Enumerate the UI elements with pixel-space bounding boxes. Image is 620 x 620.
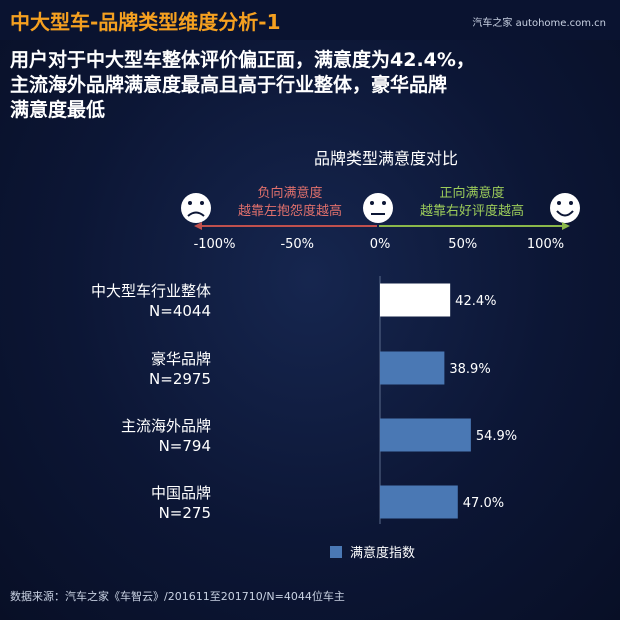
headline: 用户对于中大型车整体评价偏正面，满意度为42.4%， 主流海外品牌满意度最高且高… bbox=[10, 48, 610, 123]
negative-arrowhead bbox=[194, 222, 202, 230]
chart-title: 品牌类型满意度对比 bbox=[314, 149, 458, 168]
data-source-note: 数据来源：汽车之家《车智云》/201611至201710/N=4044位车主 bbox=[10, 590, 345, 603]
bar bbox=[380, 283, 451, 317]
bar-value-label: 47.0% bbox=[463, 496, 504, 511]
legend-swatch bbox=[330, 546, 342, 558]
bar-value-label: 38.9% bbox=[449, 362, 490, 377]
bar bbox=[380, 485, 458, 519]
axis-ticks: -100% -50% 0% 50% 100% bbox=[194, 237, 565, 252]
positive-arrowhead bbox=[562, 222, 570, 230]
tick-label: 50% bbox=[448, 237, 477, 252]
headline-line-2: 主流海外品牌满意度最高且高于行业整体，豪华品牌 bbox=[10, 74, 448, 96]
legend-label: 满意度指数 bbox=[350, 545, 415, 561]
negative-scale-label: 负向满意度 bbox=[257, 185, 322, 201]
category-sample-size: N=794 bbox=[159, 437, 211, 455]
category-sample-size: N=275 bbox=[159, 504, 211, 522]
headline-line-3: 满意度最低 bbox=[10, 99, 106, 121]
headline-line-1: 用户对于中大型车整体评价偏正面，满意度为42.4%， bbox=[10, 49, 475, 71]
bar bbox=[380, 351, 445, 385]
category-sample-size: N=2975 bbox=[149, 370, 211, 388]
page-title: 中大型车-品牌类型维度分析-1 bbox=[10, 10, 281, 34]
sad-face-icon bbox=[181, 193, 211, 223]
tick-label: 0% bbox=[370, 237, 391, 252]
negative-scale-sublabel: 越靠左抱怨度越高 bbox=[238, 203, 342, 219]
bar-value-label: 42.4% bbox=[455, 294, 496, 309]
bar bbox=[380, 418, 471, 452]
brand-logo-text: 汽车之家 autohome.com.cn bbox=[472, 18, 606, 29]
category-label: 豪华品牌 bbox=[151, 350, 211, 368]
tick-label: 100% bbox=[527, 237, 564, 252]
header-bar bbox=[0, 0, 620, 40]
category-sample-size: N=4044 bbox=[149, 302, 211, 320]
category-label: 主流海外品牌 bbox=[121, 417, 211, 435]
chart-rows: 中大型车行业整体 N=4044 42.4% 豪华品牌 N=2975 38.9% 主流海外品牌… bbox=[91, 282, 517, 522]
category-label: 中大型车行业整体 bbox=[91, 282, 211, 300]
positive-scale-sublabel: 越靠右好评度越高 bbox=[420, 203, 524, 219]
bar-value-label: 54.9% bbox=[476, 429, 517, 444]
neutral-face-icon bbox=[363, 193, 393, 223]
tick-label: -100% bbox=[194, 237, 236, 252]
category-label: 中国品牌 bbox=[151, 484, 211, 502]
positive-scale-label: 正向满意度 bbox=[439, 185, 504, 201]
happy-face-icon bbox=[550, 193, 580, 223]
tick-label: -50% bbox=[280, 237, 314, 252]
